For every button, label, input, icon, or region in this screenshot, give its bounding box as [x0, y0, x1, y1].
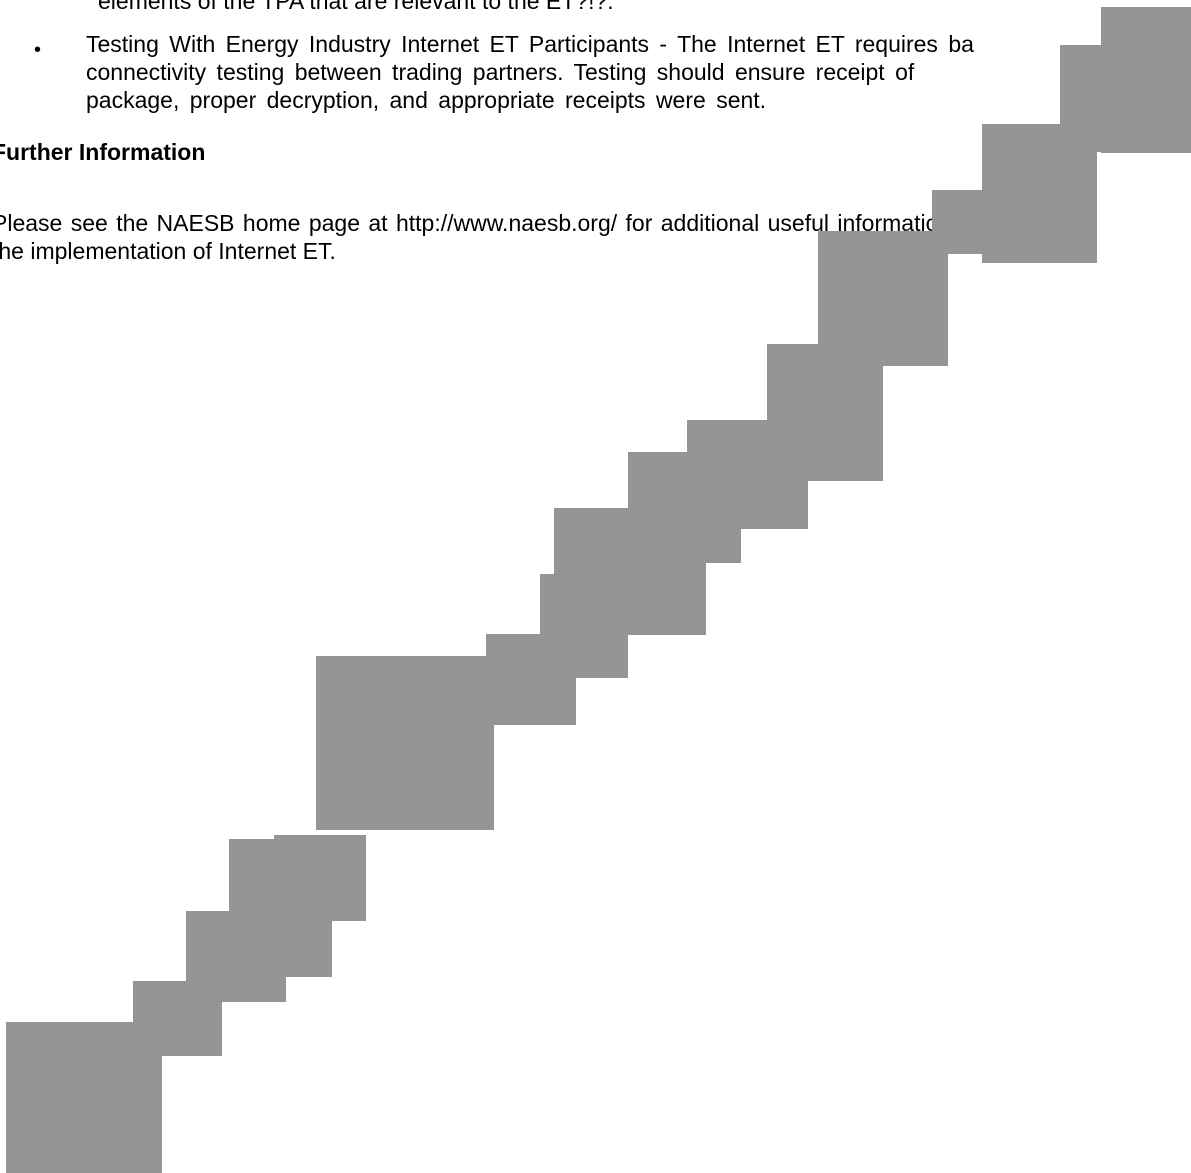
paragraph-line: Please see the NAESB home page at http:/… — [0, 210, 952, 236]
bullet-line: connectivity testing between trading par… — [86, 59, 915, 85]
paragraph-line: the implementation of Internet ET. — [0, 238, 336, 264]
truncated-top-line: elements of the TPA that are relevant to… — [98, 0, 614, 14]
bullet-paragraph: Testing With Energy Industry Internet ET… — [86, 30, 1191, 114]
redaction-block — [486, 634, 576, 725]
bullet-line: Testing With Energy Industry Internet ET… — [86, 31, 974, 57]
redaction-block — [818, 231, 948, 366]
bullet-line: package, proper decryption, and appropri… — [86, 87, 767, 113]
redaction-block — [932, 190, 1032, 254]
redaction-block — [316, 656, 494, 830]
bullet-icon: • — [34, 39, 42, 61]
section-heading: Further Information — [0, 139, 206, 165]
redaction-block — [6, 1022, 162, 1173]
body-paragraph: Please see the NAESB home page at http:/… — [0, 209, 951, 265]
